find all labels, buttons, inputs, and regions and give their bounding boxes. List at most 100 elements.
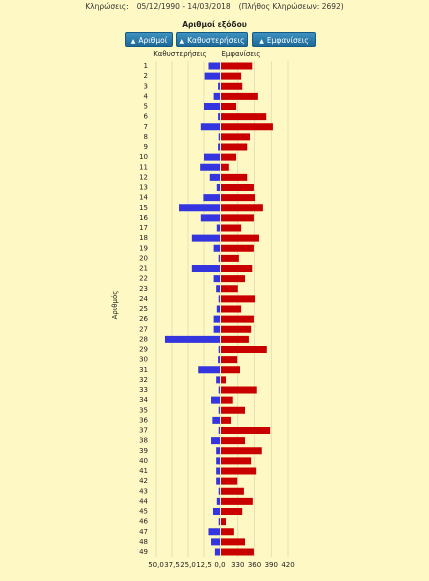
y-tick-label: 24: [139, 295, 148, 303]
bar: [221, 254, 239, 262]
y-tick-label: 11: [139, 163, 148, 171]
bar: [221, 427, 271, 434]
bar: [221, 356, 238, 364]
bar: [221, 346, 267, 353]
bar: [218, 386, 220, 394]
bar: [221, 163, 229, 171]
y-tick-label: 40: [139, 457, 148, 465]
bar: [216, 285, 220, 293]
y-tick-label: 8: [144, 133, 148, 141]
y-tick-label: 42: [139, 477, 148, 485]
bar: [211, 437, 220, 445]
y-tick-label: 21: [139, 265, 148, 273]
y-tick-label: 33: [139, 386, 148, 394]
y-tick-label: 20: [139, 254, 148, 262]
bar: [216, 184, 220, 191]
x-tick-label: 25,0: [180, 561, 196, 569]
y-tick-label: 7: [144, 123, 148, 131]
bar: [221, 244, 254, 252]
x-tick-label: 420: [281, 561, 294, 569]
y-tick-label: 2: [144, 72, 148, 80]
bar: [179, 204, 220, 212]
y-tick-label: 30: [139, 356, 148, 364]
bar: [221, 184, 254, 191]
y-tick-label: 34: [139, 396, 148, 404]
bar: [221, 497, 253, 505]
bar: [221, 92, 258, 100]
header-period: 05/12/1990 - 14/03/2018: [136, 2, 231, 11]
y-tick-label: 14: [139, 194, 148, 202]
y-tick-label: 45: [139, 508, 148, 516]
bar: [221, 265, 253, 272]
y-tick-label: 46: [139, 518, 148, 526]
bar: [191, 234, 220, 242]
y-tick-label: 35: [139, 406, 148, 414]
y-tick-label: 25: [139, 305, 148, 313]
bar: [221, 113, 267, 121]
y-tick-label: 47: [139, 528, 148, 536]
bar: [204, 153, 220, 161]
bar: [208, 62, 220, 70]
y-tick-label: 5: [144, 103, 148, 111]
bar: [221, 72, 242, 80]
y-tick-label: 41: [139, 467, 148, 475]
bar: [221, 173, 248, 181]
y-tick-label: 16: [139, 214, 148, 222]
bar: [221, 295, 256, 303]
bar: [200, 163, 220, 171]
bar: [214, 548, 220, 556]
y-tick-label: 6: [144, 113, 149, 121]
bar: [218, 406, 220, 414]
bar: [218, 133, 220, 141]
bar: [218, 254, 220, 262]
bar: [221, 285, 238, 293]
y-tick-label: 1: [144, 62, 148, 70]
sort-button[interactable]: ▲ Εμφανίσεις: [252, 32, 316, 47]
bar: [216, 224, 220, 232]
bar: [204, 103, 220, 110]
y-tick-label: 38: [139, 437, 148, 445]
y-tick-label: 31: [139, 366, 148, 374]
x-tick-label: 12,5: [196, 561, 212, 569]
y-tick-label: 4: [144, 92, 149, 100]
x-tick-label: 50,0: [148, 561, 164, 569]
y-tick-label: 10: [139, 153, 148, 161]
y-tick-label: 39: [139, 447, 148, 455]
x-tick-label: 37,5: [164, 561, 180, 569]
bar: [209, 173, 220, 181]
bar: [221, 396, 233, 404]
bar: [221, 325, 252, 333]
bar: [208, 528, 220, 536]
bar: [221, 487, 244, 495]
y-tick-label: 28: [139, 335, 148, 343]
chart-title: Αριθμοί εξόδου: [182, 20, 247, 29]
y-tick-label: 18: [139, 234, 148, 242]
bar: [218, 518, 220, 526]
bar: [211, 538, 220, 546]
y-tick-label: 27: [139, 325, 148, 333]
bar: [221, 386, 257, 394]
y-tick-label: 44: [139, 497, 148, 505]
bar: [221, 204, 263, 212]
y-tick-label: 15: [139, 204, 148, 212]
bar: [221, 406, 246, 414]
bar: [216, 467, 220, 475]
y-tick-label: 19: [139, 244, 148, 252]
bar: [200, 123, 220, 131]
bar: [212, 416, 220, 424]
bar: [218, 295, 220, 303]
button-label: Αριθμοί: [138, 36, 168, 45]
bar: [221, 447, 262, 455]
bar: [221, 234, 259, 242]
bar: [221, 103, 237, 110]
bar: [218, 113, 220, 121]
bar: [213, 92, 220, 100]
bar: [221, 548, 254, 556]
sort-button[interactable]: ▲ Καθυστερήσεις: [176, 32, 248, 47]
bar: [221, 366, 240, 374]
bar: [221, 305, 242, 313]
y-tick-label: 3: [144, 82, 148, 90]
sort-button[interactable]: ▲ Αριθμοί: [125, 32, 173, 47]
bar: [221, 538, 246, 546]
